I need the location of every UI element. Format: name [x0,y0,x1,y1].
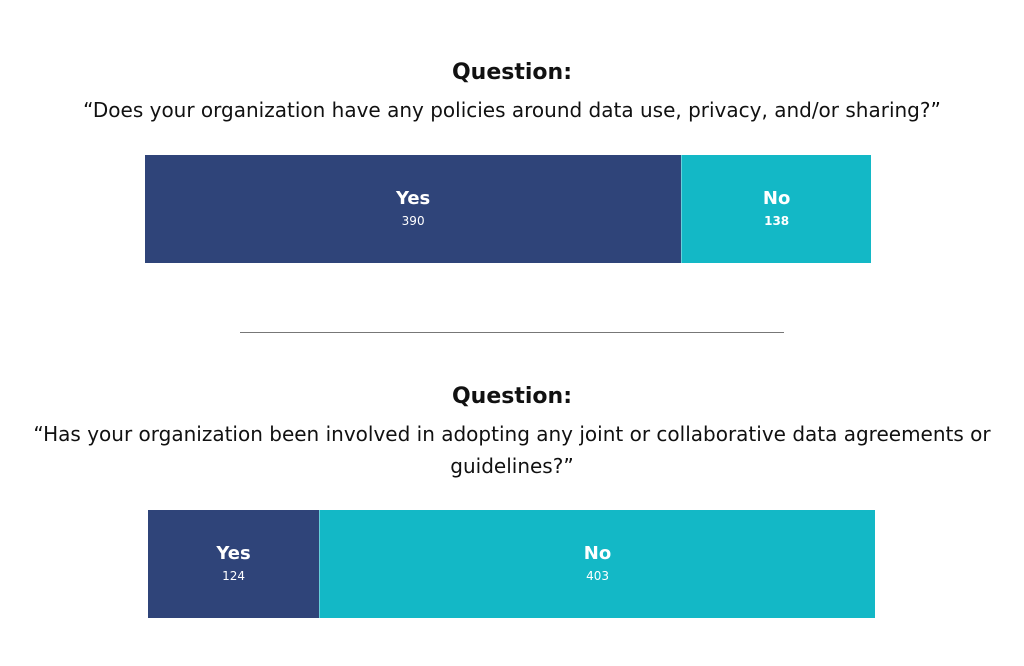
chart-1-yes-label: Yes [395,188,431,209]
chart-2-yes-value: 124 [222,569,245,583]
chart-2-no-segment: No 403 [319,510,875,618]
chart-1-question: “Does your organization have any policie… [83,98,941,122]
chart-2-stacked-bar: Yes 124 No 403 [148,510,875,618]
chart-1-yes-value: 390 [401,214,425,228]
section-divider [240,332,784,333]
chart-2-yes-segment: Yes 124 [148,510,320,618]
chart-1-stacked-bar: Yes 390 No 138 [145,155,871,263]
chart-2-yes-label: Yes [216,543,251,564]
chart-1-no-value: 138 [764,214,790,228]
chart-2-title: Question: [451,384,572,409]
chart-1-yes-segment: Yes 390 [145,155,682,263]
chart-2-question: “Has your organization been involved in … [33,422,991,478]
chart-2-no-label: No [583,543,612,564]
chart-1-no-segment: No 138 [681,155,871,263]
chart-1-title: Question: [451,60,572,85]
chart-2-no-value: 403 [586,569,609,583]
chart-1-no-label: No [762,188,791,209]
